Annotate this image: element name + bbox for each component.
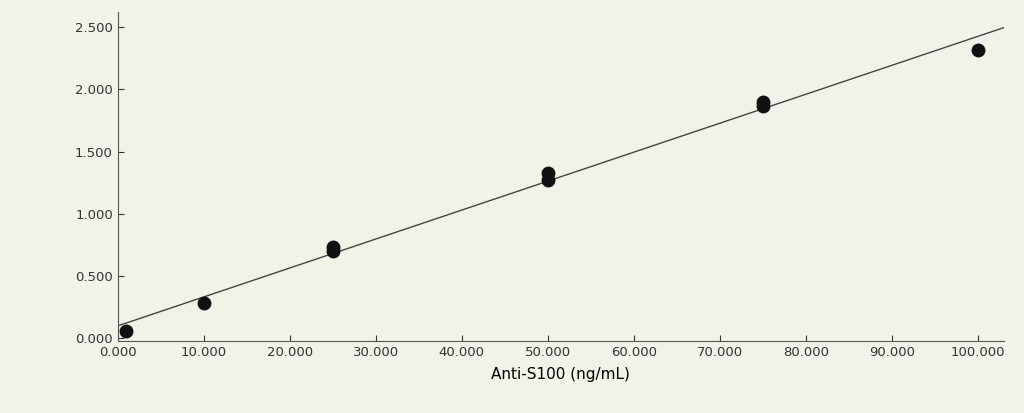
- Point: [196, 300, 212, 307]
- Point: [755, 102, 771, 109]
- Point: [540, 177, 556, 184]
- Point: [118, 328, 134, 334]
- Point: [540, 170, 556, 177]
- Point: [325, 248, 341, 254]
- Point: [755, 99, 771, 105]
- X-axis label: Anti-S100 (ng/mL): Anti-S100 (ng/mL): [492, 367, 630, 382]
- Point: [970, 46, 986, 53]
- Point: [325, 244, 341, 250]
